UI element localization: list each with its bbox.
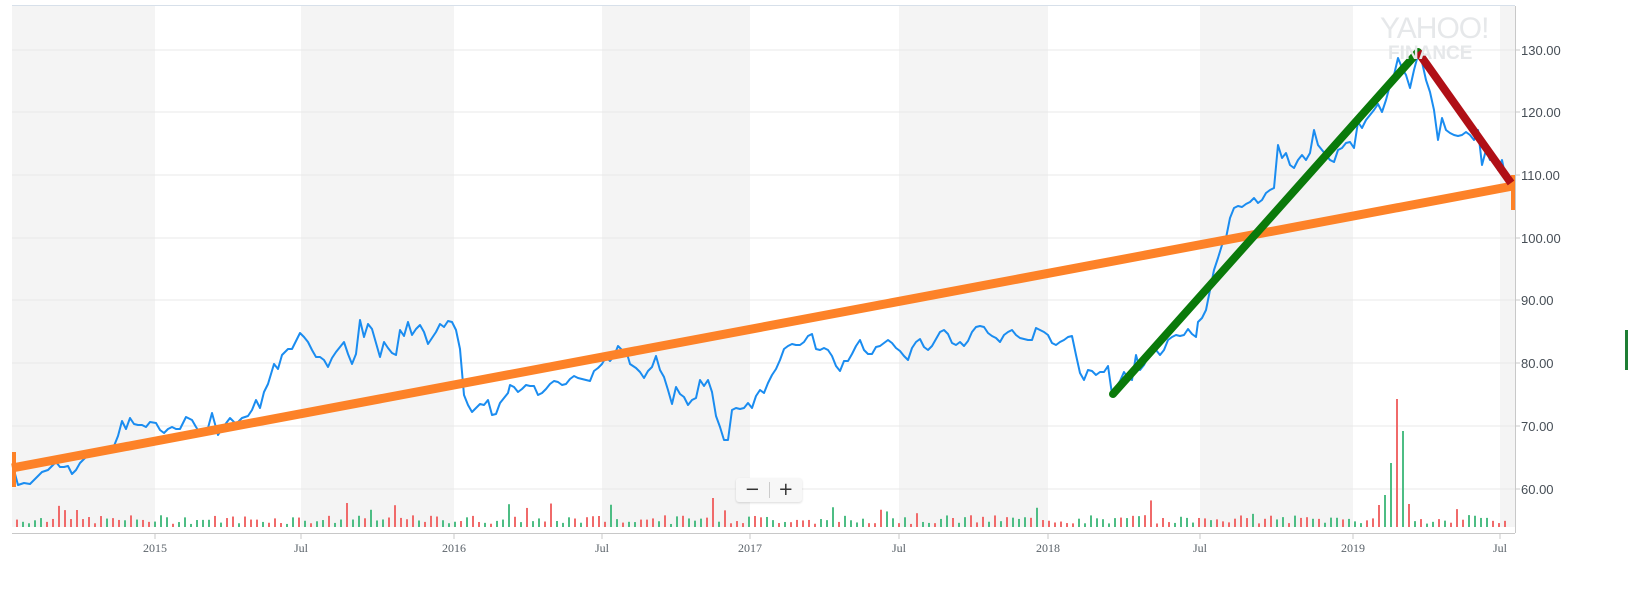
x-tick-label: 2016 (442, 541, 466, 555)
x-tick-label: Jul (892, 541, 907, 555)
side-panel-tab[interactable] (1625, 330, 1628, 370)
y-tick-label: 100.00 (1521, 231, 1561, 246)
y-tick-label: 90.00 (1521, 293, 1554, 308)
uptrend-line[interactable] (1109, 48, 1422, 398)
long-trend-line[interactable] (11, 181, 1514, 473)
x-tick-label: Jul (1493, 541, 1508, 555)
zoom-out-button[interactable]: − (744, 479, 760, 500)
zoom-control: − + (736, 478, 802, 502)
y-tick-label: 80.00 (1521, 356, 1554, 371)
x-axis-labels: 2015 Jul 2016 Jul 2017 Jul 2018 Jul 2019 Jul (143, 533, 1508, 555)
x-tick-label: Jul (294, 541, 309, 555)
y-axis-labels: 130.00 120.00 110.00 100.00 90.00 80.00 70.00 6… (1515, 43, 1561, 497)
y-tick-label: 120.00 (1521, 105, 1561, 120)
x-tick-label: Jul (1193, 541, 1208, 555)
x-tick-label: 2019 (1341, 541, 1365, 555)
y-tick-label: 110.00 (1521, 168, 1560, 183)
volume-bars (16, 399, 1506, 527)
zoom-separator (768, 482, 770, 498)
gridlines (12, 49, 1515, 490)
y-tick-label: 70.00 (1521, 419, 1554, 434)
watermark-line1: YAHOO! (1380, 12, 1489, 45)
watermark-line2: FINANCE (1388, 43, 1473, 64)
x-tick-label: 2018 (1036, 541, 1060, 555)
yahoo-finance-watermark: YAHOO! FINANCE (1380, 12, 1489, 64)
x-tick-label: Jul (595, 541, 610, 555)
period-bands (12, 6, 1515, 527)
zoom-in-button[interactable]: + (778, 479, 794, 500)
x-tick-label: 2017 (738, 541, 762, 555)
price-line[interactable] (13, 54, 1509, 486)
x-tick-label: 2015 (143, 541, 167, 555)
y-tick-label: 130.00 (1521, 43, 1561, 58)
downtrend-line[interactable] (1414, 49, 1515, 186)
y-tick-label: 60.00 (1521, 482, 1554, 497)
